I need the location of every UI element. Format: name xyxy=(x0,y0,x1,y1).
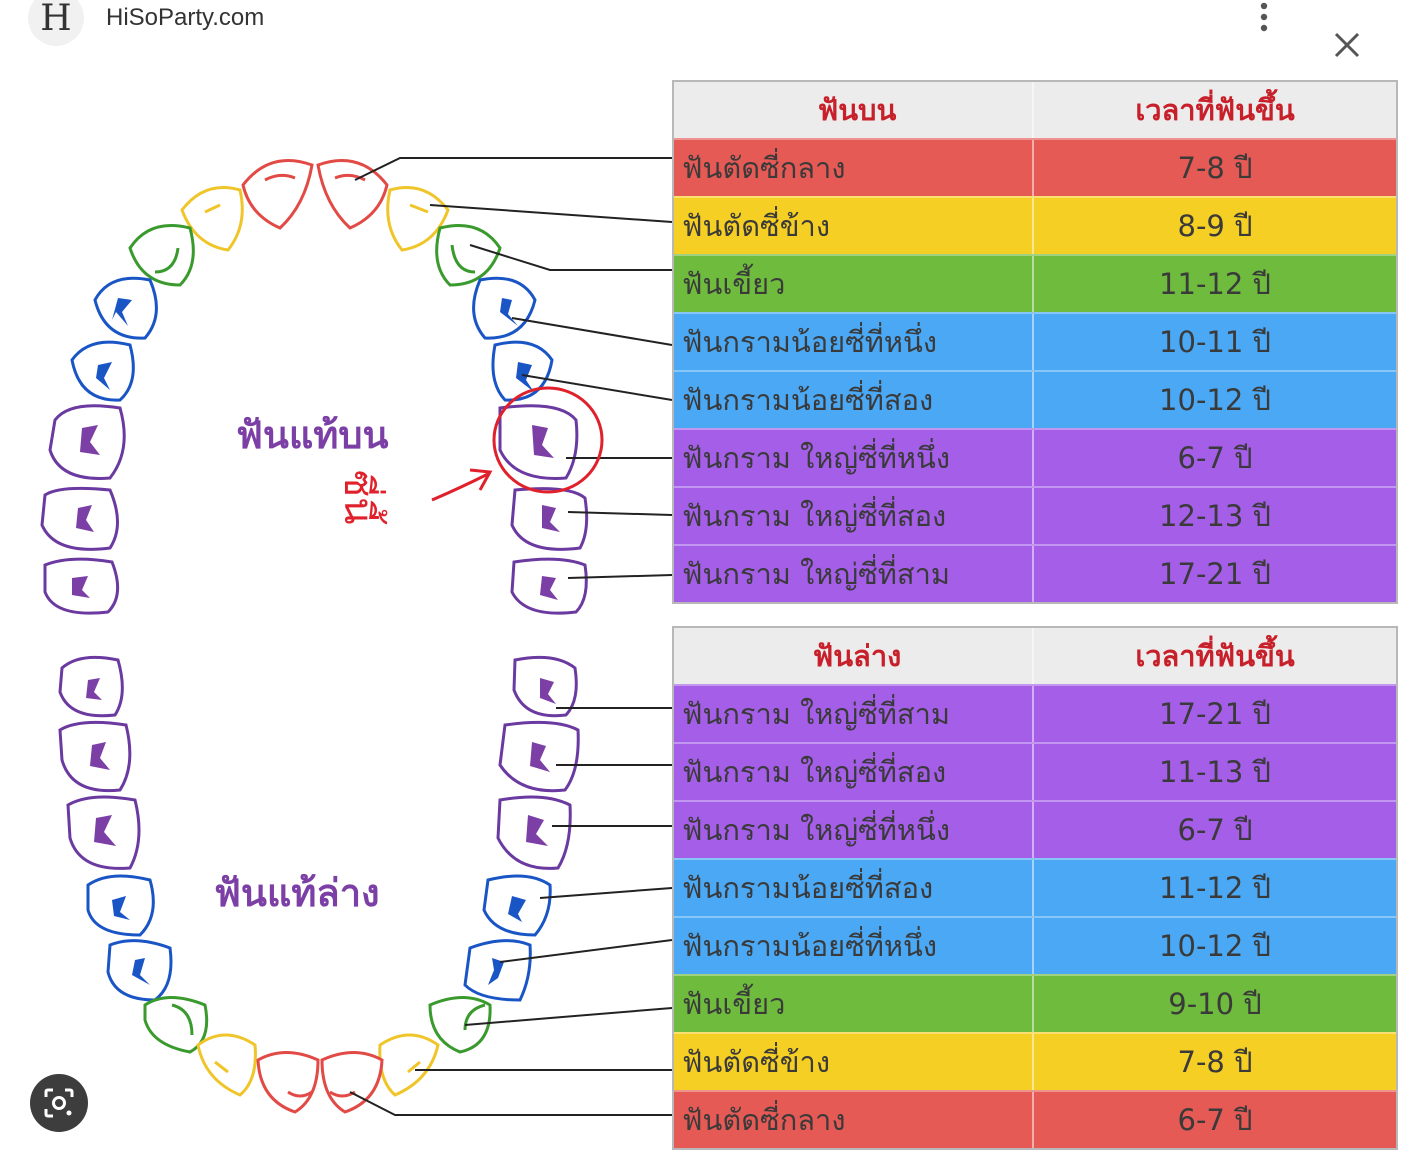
lower-molar-2-right xyxy=(498,720,580,793)
table-row: ฟันตัดซี่กลาง 7-8 ปี xyxy=(674,138,1396,196)
upper-canine-right xyxy=(435,224,502,287)
eruption-age-cell: 11-12 ปี xyxy=(1159,267,1271,301)
lower-molar-3-left xyxy=(58,655,124,718)
upper-molar-1-left xyxy=(48,404,126,480)
eruption-age-cell: 6-7 ปี xyxy=(1177,813,1253,847)
table-row: ฟันตัดซี่กลาง 6-7 ปี xyxy=(674,1090,1396,1148)
table-header-row: ฟันล่าง เวลาที่ฟันขึ้น xyxy=(674,628,1396,684)
site-name[interactable]: HiSoParty.com xyxy=(106,4,265,31)
lower-teeth-label: ฟันแท้ล่าง xyxy=(214,871,380,915)
upper-central-incisor-right xyxy=(316,159,389,230)
upper-teeth-table: ฟันบน เวลาที่ฟันขึ้น ฟันตัดซี่กลาง 7-8 ปี… xyxy=(672,80,1398,604)
more-vertical-icon[interactable] xyxy=(1250,0,1278,36)
upper-premolar-1-right xyxy=(472,276,537,340)
camera-search-icon[interactable] xyxy=(30,1074,88,1132)
lower-premolar-1-left xyxy=(106,939,173,1002)
upper-molar-1-right xyxy=(498,404,579,480)
lower-canine-right xyxy=(428,996,492,1054)
site-logo[interactable]: H xyxy=(28,0,84,46)
table-row: ฟันกรามน้อยซี่ที่หนึ่ง 10-11 ปี xyxy=(674,312,1396,370)
tooth-name-cell: ฟันกราม ใหญ่ซี่ที่สอง xyxy=(674,744,1034,800)
top-bar: H HiSoParty.com xyxy=(0,0,1409,60)
table-header-age: เวลาที่ฟันขึ้น xyxy=(1135,93,1295,127)
tooth-name-cell: ฟันกรามน้อยซี่ที่สอง xyxy=(674,860,1034,916)
upper-molar-2-left xyxy=(40,486,119,551)
eruption-age-cell: 10-11 ปี xyxy=(1159,325,1271,359)
upper-lateral-incisor-left xyxy=(180,186,244,252)
tooth-name-cell: ฟันกราม ใหญ่ซี่ที่หนึ่ง xyxy=(674,430,1034,486)
table-row: ฟันกราม ใหญ่ซี่ที่หนึ่ง 6-7 ปี xyxy=(674,800,1396,858)
eruption-age-cell: 11-13 ปี xyxy=(1159,755,1271,789)
handwritten-annotation: ซี่นี้ xyxy=(335,470,381,525)
upper-molar-3-right xyxy=(510,557,588,615)
lower-canine-left xyxy=(143,996,209,1054)
tooth-name-cell: ฟันตัดซี่กลาง xyxy=(674,1092,1034,1148)
lower-central-incisor-left xyxy=(256,1051,320,1114)
eruption-age-cell: 10-12 ปี xyxy=(1159,929,1271,963)
table-row: ฟันกราม ใหญ่ซี่ที่สอง 12-13 ปี xyxy=(674,486,1396,544)
table-row: ฟันกรามน้อยซี่ที่สอง 11-12 ปี xyxy=(674,858,1396,916)
lower-central-incisor-right xyxy=(320,1051,384,1114)
table-row: ฟันเขี้ยว 9-10 ปี xyxy=(674,974,1396,1032)
lower-lateral-incisor-right xyxy=(378,1033,440,1097)
lower-premolar-1-right xyxy=(463,939,532,1002)
lower-teeth-table: ฟันล่าง เวลาที่ฟันขึ้น ฟันกราม ใหญ่ซี่ที… xyxy=(672,626,1398,1150)
table-row: ฟันตัดซี่ข้าง 7-8 ปี xyxy=(674,1032,1396,1090)
upper-molar-3-left xyxy=(43,557,120,615)
upper-premolar-2-right xyxy=(491,340,554,402)
eruption-age-cell: 9-10 ปี xyxy=(1168,987,1262,1021)
eruption-age-cell: 7-8 ปี xyxy=(1177,1045,1253,1079)
lower-molar-1-right xyxy=(496,795,572,870)
lower-molar-2-left xyxy=(58,720,132,793)
upper-lateral-incisor-right xyxy=(386,186,450,252)
table-header-tooth: ฟันบน xyxy=(674,82,1034,138)
tooth-name-cell: ฟันกราม ใหญ่ซี่ที่สาม xyxy=(674,686,1034,742)
lower-molar-3-right xyxy=(512,655,578,718)
upper-canine-left xyxy=(128,224,195,287)
table-row: ฟันกราม ใหญ่ซี่ที่สอง 11-13 ปี xyxy=(674,742,1396,800)
tooth-name-cell: ฟันกรามน้อยซี่ที่หนึ่ง xyxy=(674,314,1034,370)
upper-teeth-label: ฟันแท้บน xyxy=(236,413,389,457)
eruption-age-cell: 12-13 ปี xyxy=(1159,499,1271,533)
eruption-age-cell: 17-21 ปี xyxy=(1159,557,1271,591)
upper-premolar-2-left xyxy=(70,340,135,402)
lower-premolar-2-left xyxy=(86,874,155,937)
tooth-name-cell: ฟันเขี้ยว xyxy=(674,976,1034,1032)
table-row: ฟันกรามน้อยซี่ที่หนึ่ง 10-12 ปี xyxy=(674,916,1396,974)
upper-premolar-1-left xyxy=(93,276,158,340)
eruption-age-cell: 7-8 ปี xyxy=(1177,151,1253,185)
table-row: ฟันกรามน้อยซี่ที่สอง 10-12 ปี xyxy=(674,370,1396,428)
tooth-name-cell: ฟันกราม ใหญ่ซี่ที่สอง xyxy=(674,488,1034,544)
close-icon[interactable] xyxy=(1328,26,1366,64)
table-header-age: เวลาที่ฟันขึ้น xyxy=(1135,639,1295,673)
eruption-age-cell: 10-12 ปี xyxy=(1159,383,1271,417)
eruption-age-cell: 6-7 ปี xyxy=(1177,1103,1253,1137)
upper-central-incisor-left xyxy=(241,159,314,230)
tooth-name-cell: ฟันตัดซี่กลาง xyxy=(674,140,1034,196)
tooth-name-cell: ฟันเขี้ยว xyxy=(674,256,1034,312)
site-logo-letter: H xyxy=(40,0,72,39)
table-row: ฟันกราม ใหญ่ซี่ที่สาม 17-21 ปี xyxy=(674,684,1396,742)
tooth-name-cell: ฟันตัดซี่ข้าง xyxy=(674,198,1034,254)
table-row: ฟันตัดซี่ข้าง 8-9 ปี xyxy=(674,196,1396,254)
tooth-name-cell: ฟันตัดซี่ข้าง xyxy=(674,1034,1034,1090)
eruption-age-cell: 17-21 ปี xyxy=(1159,697,1271,731)
tooth-name-cell: ฟันกราม ใหญ่ซี่ที่หนึ่ง xyxy=(674,802,1034,858)
table-header-row: ฟันบน เวลาที่ฟันขึ้น xyxy=(674,82,1396,138)
lower-lateral-incisor-left xyxy=(196,1033,257,1097)
table-row: ฟันกราม ใหญ่ซี่ที่สาม 17-21 ปี xyxy=(674,544,1396,602)
table-row: ฟันเขี้ยว 11-12 ปี xyxy=(674,254,1396,312)
lower-premolar-2-right xyxy=(482,874,552,937)
upper-molar-2-right xyxy=(510,487,589,551)
tooth-name-cell: ฟันกรามน้อยซี่ที่สอง xyxy=(674,372,1034,428)
eruption-age-cell: 6-7 ปี xyxy=(1177,441,1253,475)
table-row: ฟันกราม ใหญ่ซี่ที่หนึ่ง 6-7 ปี xyxy=(674,428,1396,486)
eruption-age-cell: 8-9 ปี xyxy=(1177,209,1253,243)
tooth-name-cell: ฟันกรามน้อยซี่ที่หนึ่ง xyxy=(674,918,1034,974)
tooth-name-cell: ฟันกราม ใหญ่ซี่ที่สาม xyxy=(674,546,1034,602)
table-header-tooth: ฟันล่าง xyxy=(674,628,1034,684)
eruption-age-cell: 11-12 ปี xyxy=(1159,871,1271,905)
lower-molar-1-left xyxy=(66,795,141,870)
